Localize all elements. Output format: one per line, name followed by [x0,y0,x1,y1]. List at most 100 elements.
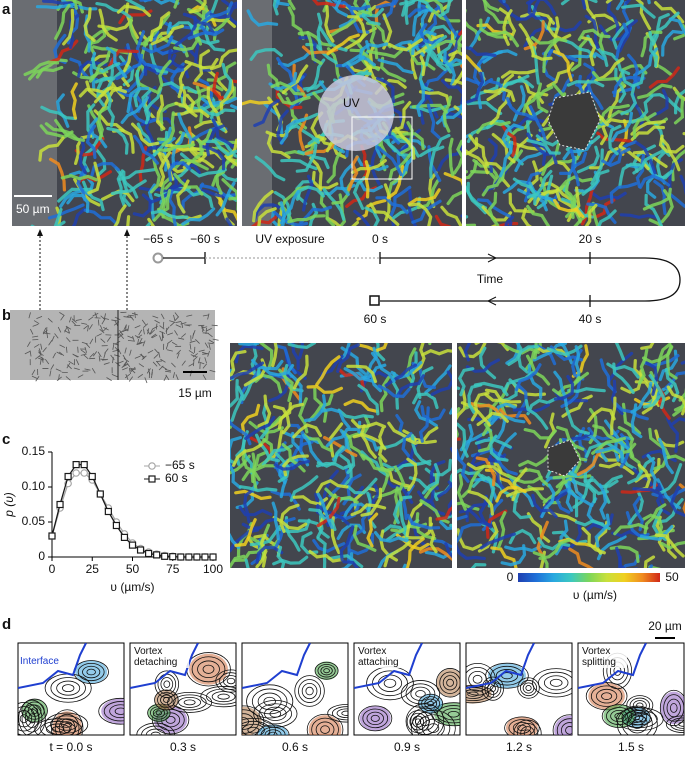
cell-streak [52,352,56,359]
cell-streak [123,357,130,363]
flow-streak [566,80,605,88]
cell-streak [129,367,136,370]
flow-streak [424,0,453,4]
flow-streak [322,469,339,506]
cell-streak [180,333,186,338]
panel-label: d [2,616,11,633]
flow-streak [598,462,635,475]
flow-streak [253,99,280,128]
flow-streak [489,434,509,462]
flow-streak [632,496,645,532]
flow-streak [272,555,309,566]
interface [18,643,87,689]
marker [88,472,96,481]
streamline [155,710,163,716]
streamline [246,684,294,719]
streamline [508,719,536,735]
flow-streak [225,156,237,164]
flow-streak [49,157,66,192]
flow-streak [466,46,497,58]
flow-streak [167,49,190,79]
flow-streak [243,488,255,524]
flow-streak [528,105,547,142]
flow-streak [341,343,351,360]
flow-streak [640,343,655,350]
streamline [513,719,542,735]
flow-streak [641,513,664,538]
cell-streak [142,340,146,347]
flow-streak [74,134,93,165]
flow-streak [309,156,323,193]
flow-streak [538,538,571,560]
cell-streak [124,347,127,354]
flow-streak [35,58,68,79]
streamline [145,728,166,735]
flow-streak [323,436,358,457]
flow-streak [476,411,509,426]
flow-streak [418,90,451,107]
flow-streak [443,172,462,187]
flow-streak [396,132,425,151]
streamlines [130,643,236,735]
marker [193,553,201,561]
flow-streak [57,187,92,203]
flow-streak [435,101,462,125]
flow-streak [457,33,462,53]
annotation: Interface [20,656,59,667]
flow-streak [419,23,443,45]
streamline [251,688,288,715]
streamline [60,721,73,728]
flow-streak [313,387,328,423]
cell-streak [59,312,65,316]
cell-streak [142,328,145,335]
flow-streak [438,0,454,18]
flow-streak [480,474,496,508]
vortex-frame [241,642,349,736]
colorbar-tick-label: 0 [507,570,514,584]
flow-streak [316,536,327,568]
streamline [416,714,451,735]
flow-streak [501,123,525,149]
flow-streak [383,540,412,568]
flow-streak [439,520,452,531]
flow-streak [303,394,327,423]
flow-streak [610,111,633,143]
flow-streak [255,533,268,568]
streamline [18,699,46,735]
cell-streak [123,316,130,318]
flow-streak [527,0,547,20]
marker [128,541,137,549]
flow-streak [270,489,301,511]
streamline [268,731,278,735]
cell-streak [139,354,146,358]
cell-streak [208,339,215,344]
flow-streak [553,374,575,401]
flow-streak [290,343,300,370]
cell-streak [173,314,176,321]
uv-label: UV [343,96,360,110]
flow-streak [315,355,341,387]
flow-streak [574,345,581,383]
streamline [160,694,173,706]
flow-streak [524,399,549,430]
cell-streak [138,337,143,344]
streamline [315,721,335,735]
flow-streak [553,198,585,219]
flow-streak [673,90,685,125]
streamline [520,679,538,697]
flow-streak [333,0,371,11]
streamline [24,708,40,728]
flow-streak [375,196,409,215]
cell-streak [163,375,168,382]
flow-streak [466,71,485,104]
flow-streak [407,189,417,226]
marker [209,553,217,561]
flow-streak [452,139,462,175]
flow-streak [466,185,488,210]
flow-streak [273,459,310,471]
flow-streak [457,422,469,458]
flow-streak [96,76,112,107]
streamline [263,696,276,706]
flow-streak [632,487,665,504]
marker [136,546,145,554]
